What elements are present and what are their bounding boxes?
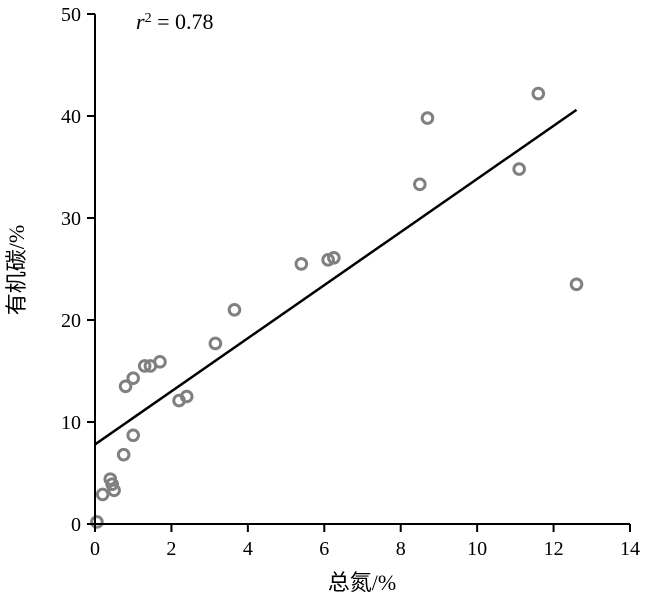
data-point (126, 371, 141, 385)
x-axis-ticks: 0 2 4 6 8 10 12 14 (90, 524, 640, 560)
data-point (103, 472, 118, 486)
data-point (294, 257, 309, 271)
data-point (420, 111, 435, 125)
data-point (179, 389, 194, 404)
y-tick-label: 40 (61, 106, 81, 128)
y-axis-title: 有机碳/% (4, 225, 29, 315)
x-tick-label: 8 (396, 538, 406, 560)
r-variable: r (136, 9, 145, 34)
y-tick-label: 30 (61, 208, 81, 230)
x-tick-label: 2 (166, 538, 176, 560)
data-point (512, 162, 526, 176)
r-exponent: 2 (145, 11, 152, 26)
x-tick-label: 12 (544, 538, 564, 560)
y-tick-label: 50 (61, 4, 81, 26)
regression-line-layer (94, 108, 578, 446)
data-point (107, 483, 121, 498)
data-points (90, 86, 584, 529)
data-point (327, 250, 341, 265)
x-tick-label: 0 (90, 538, 100, 560)
data-point (95, 487, 110, 502)
data-point (90, 515, 104, 529)
x-tick-label: 4 (243, 538, 253, 560)
data-point (116, 447, 131, 462)
r-squared-value: = 0.78 (152, 9, 214, 34)
data-point (126, 428, 141, 443)
y-tick-label: 0 (71, 514, 81, 536)
data-point (531, 86, 546, 101)
y-axis-ticks: 0 10 20 30 40 50 (61, 4, 95, 536)
regression-line (94, 108, 578, 446)
data-point (569, 277, 584, 292)
data-point (137, 359, 152, 373)
x-tick-label: 10 (467, 538, 487, 560)
data-point (153, 355, 167, 369)
data-point (227, 303, 242, 317)
data-point (208, 336, 223, 351)
x-axis-title: 总氮/% (328, 570, 396, 595)
y-tick-label: 20 (61, 310, 81, 332)
x-tick-label: 14 (620, 538, 640, 560)
r-squared-annotation: r2 = 0.78 (136, 9, 213, 34)
data-point (413, 177, 427, 192)
y-tick-label: 10 (61, 412, 81, 434)
data-point (118, 379, 133, 394)
axes (94, 14, 630, 525)
x-tick-label: 6 (319, 538, 329, 560)
